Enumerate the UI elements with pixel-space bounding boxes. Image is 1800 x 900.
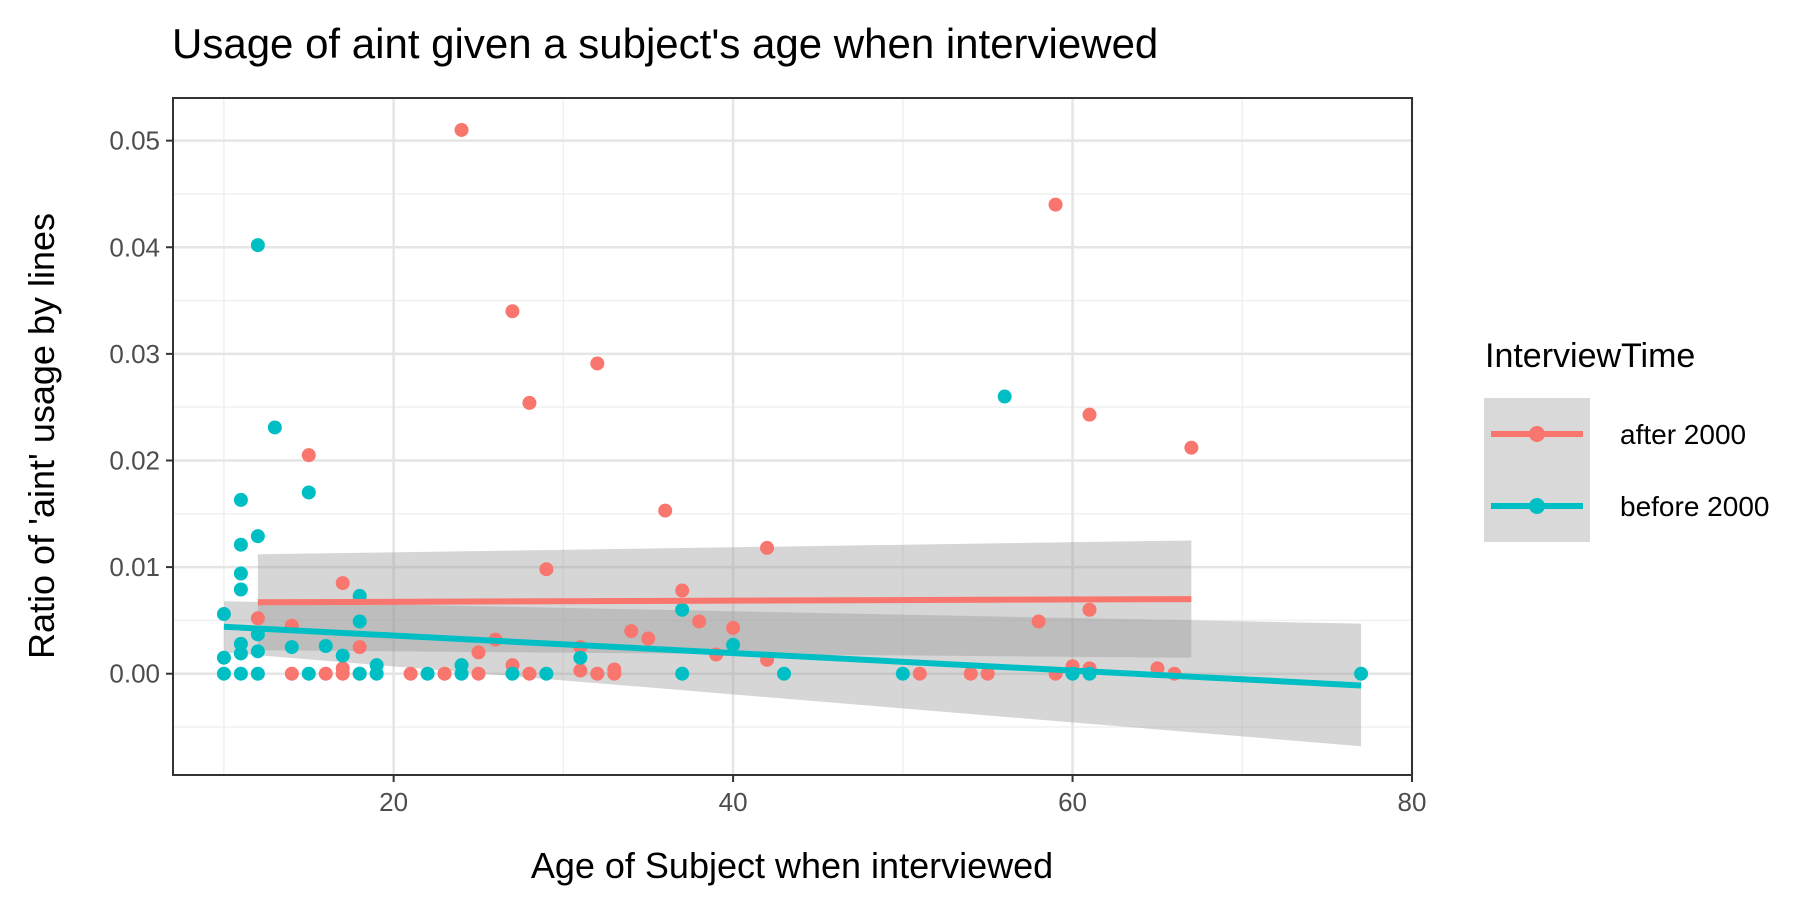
- data-point: [369, 666, 384, 681]
- grid-minor: [173, 98, 1412, 775]
- data-point: [301, 485, 316, 500]
- data-point: [233, 537, 248, 552]
- data-point: [216, 650, 231, 665]
- data-point: [250, 666, 265, 681]
- data-point: [675, 583, 690, 598]
- data-point: [573, 663, 588, 678]
- legend-label-before-2000: before 2000: [1620, 491, 1769, 522]
- legend: InterviewTime after 2000 before 2000: [1484, 337, 1769, 542]
- data-point: [590, 666, 605, 681]
- data-point: [233, 636, 248, 651]
- trend-line-1: [223, 623, 1362, 689]
- data-point: [454, 122, 469, 137]
- x-tick-label: 80: [1398, 787, 1427, 817]
- data-point: [233, 566, 248, 581]
- y-tick-label: 0.01: [109, 552, 160, 582]
- data-point: [963, 666, 978, 681]
- data-point: [233, 666, 248, 681]
- data-point: [301, 666, 316, 681]
- data-point: [216, 666, 231, 681]
- x-tick-label: 40: [719, 787, 748, 817]
- data-points: [216, 122, 1369, 681]
- data-point: [267, 420, 282, 435]
- data-point: [997, 389, 1012, 404]
- data-point: [726, 620, 741, 635]
- data-point: [403, 666, 418, 681]
- data-point: [1184, 440, 1199, 455]
- data-point: [505, 304, 520, 319]
- legend-title: InterviewTime: [1485, 337, 1695, 375]
- data-point: [522, 395, 537, 410]
- data-point: [760, 540, 775, 555]
- data-point: [233, 582, 248, 597]
- data-point: [624, 624, 639, 639]
- data-point: [471, 645, 486, 660]
- data-point: [539, 666, 554, 681]
- y-tick-label: 0.00: [109, 659, 160, 689]
- data-point: [675, 666, 690, 681]
- data-point: [505, 666, 520, 681]
- data-point: [1354, 666, 1369, 681]
- x-tick-label: 60: [1058, 787, 1087, 817]
- data-point: [233, 646, 248, 661]
- data-point: [1048, 197, 1063, 212]
- y-axis-ticks: 0.00 0.01 0.02 0.03 0.04 0.05: [109, 126, 173, 689]
- data-point: [250, 529, 265, 544]
- data-point: [318, 638, 333, 653]
- y-axis-title: Ratio of 'aint' usage by lines: [21, 213, 62, 659]
- data-point: [573, 650, 588, 665]
- data-point: [692, 614, 707, 629]
- data-point: [250, 644, 265, 659]
- confidence-band-1: [223, 601, 1362, 747]
- chart-title: Usage of aint given a subject's age when…: [172, 20, 1158, 67]
- data-point: [641, 631, 656, 646]
- x-axis-title: Age of Subject when interviewed: [531, 845, 1053, 886]
- data-point: [471, 666, 486, 681]
- data-point: [284, 666, 299, 681]
- data-point: [301, 448, 316, 463]
- data-point: [675, 602, 690, 617]
- data-point: [250, 238, 265, 253]
- data-point: [335, 576, 350, 591]
- data-point: [352, 614, 367, 629]
- trend-lines: [223, 596, 1362, 689]
- data-point: [980, 666, 995, 681]
- data-point: [1031, 614, 1046, 629]
- data-point: [1082, 407, 1097, 422]
- data-point: [250, 611, 265, 626]
- x-tick-label: 20: [379, 787, 408, 817]
- data-point: [335, 648, 350, 663]
- y-tick-label: 0.05: [109, 126, 160, 156]
- y-tick-label: 0.04: [109, 232, 160, 262]
- x-axis-ticks: 20 40 60 80: [379, 775, 1426, 817]
- data-point: [233, 492, 248, 507]
- data-point: [352, 666, 367, 681]
- data-point: [895, 666, 910, 681]
- legend-key-before-2000-point: [1529, 498, 1545, 514]
- trend-line-0: [257, 596, 1192, 606]
- data-point: [437, 666, 452, 681]
- y-tick-label: 0.03: [109, 339, 160, 369]
- data-point: [777, 666, 792, 681]
- data-point: [352, 640, 367, 655]
- data-point: [318, 666, 333, 681]
- legend-label-after-2000: after 2000: [1620, 419, 1746, 450]
- data-point: [1082, 602, 1097, 617]
- data-point: [335, 666, 350, 681]
- data-point: [216, 607, 231, 622]
- y-tick-label: 0.02: [109, 445, 160, 475]
- data-point: [590, 356, 605, 371]
- data-point: [607, 666, 622, 681]
- data-point: [522, 666, 537, 681]
- data-point: [284, 640, 299, 655]
- data-point: [539, 562, 554, 577]
- legend-key-after-2000-point: [1529, 426, 1545, 442]
- data-point: [658, 503, 673, 518]
- data-point: [454, 666, 469, 681]
- plot-border: [172, 97, 1413, 776]
- data-point: [912, 666, 927, 681]
- data-point: [726, 637, 741, 652]
- data-point: [420, 666, 435, 681]
